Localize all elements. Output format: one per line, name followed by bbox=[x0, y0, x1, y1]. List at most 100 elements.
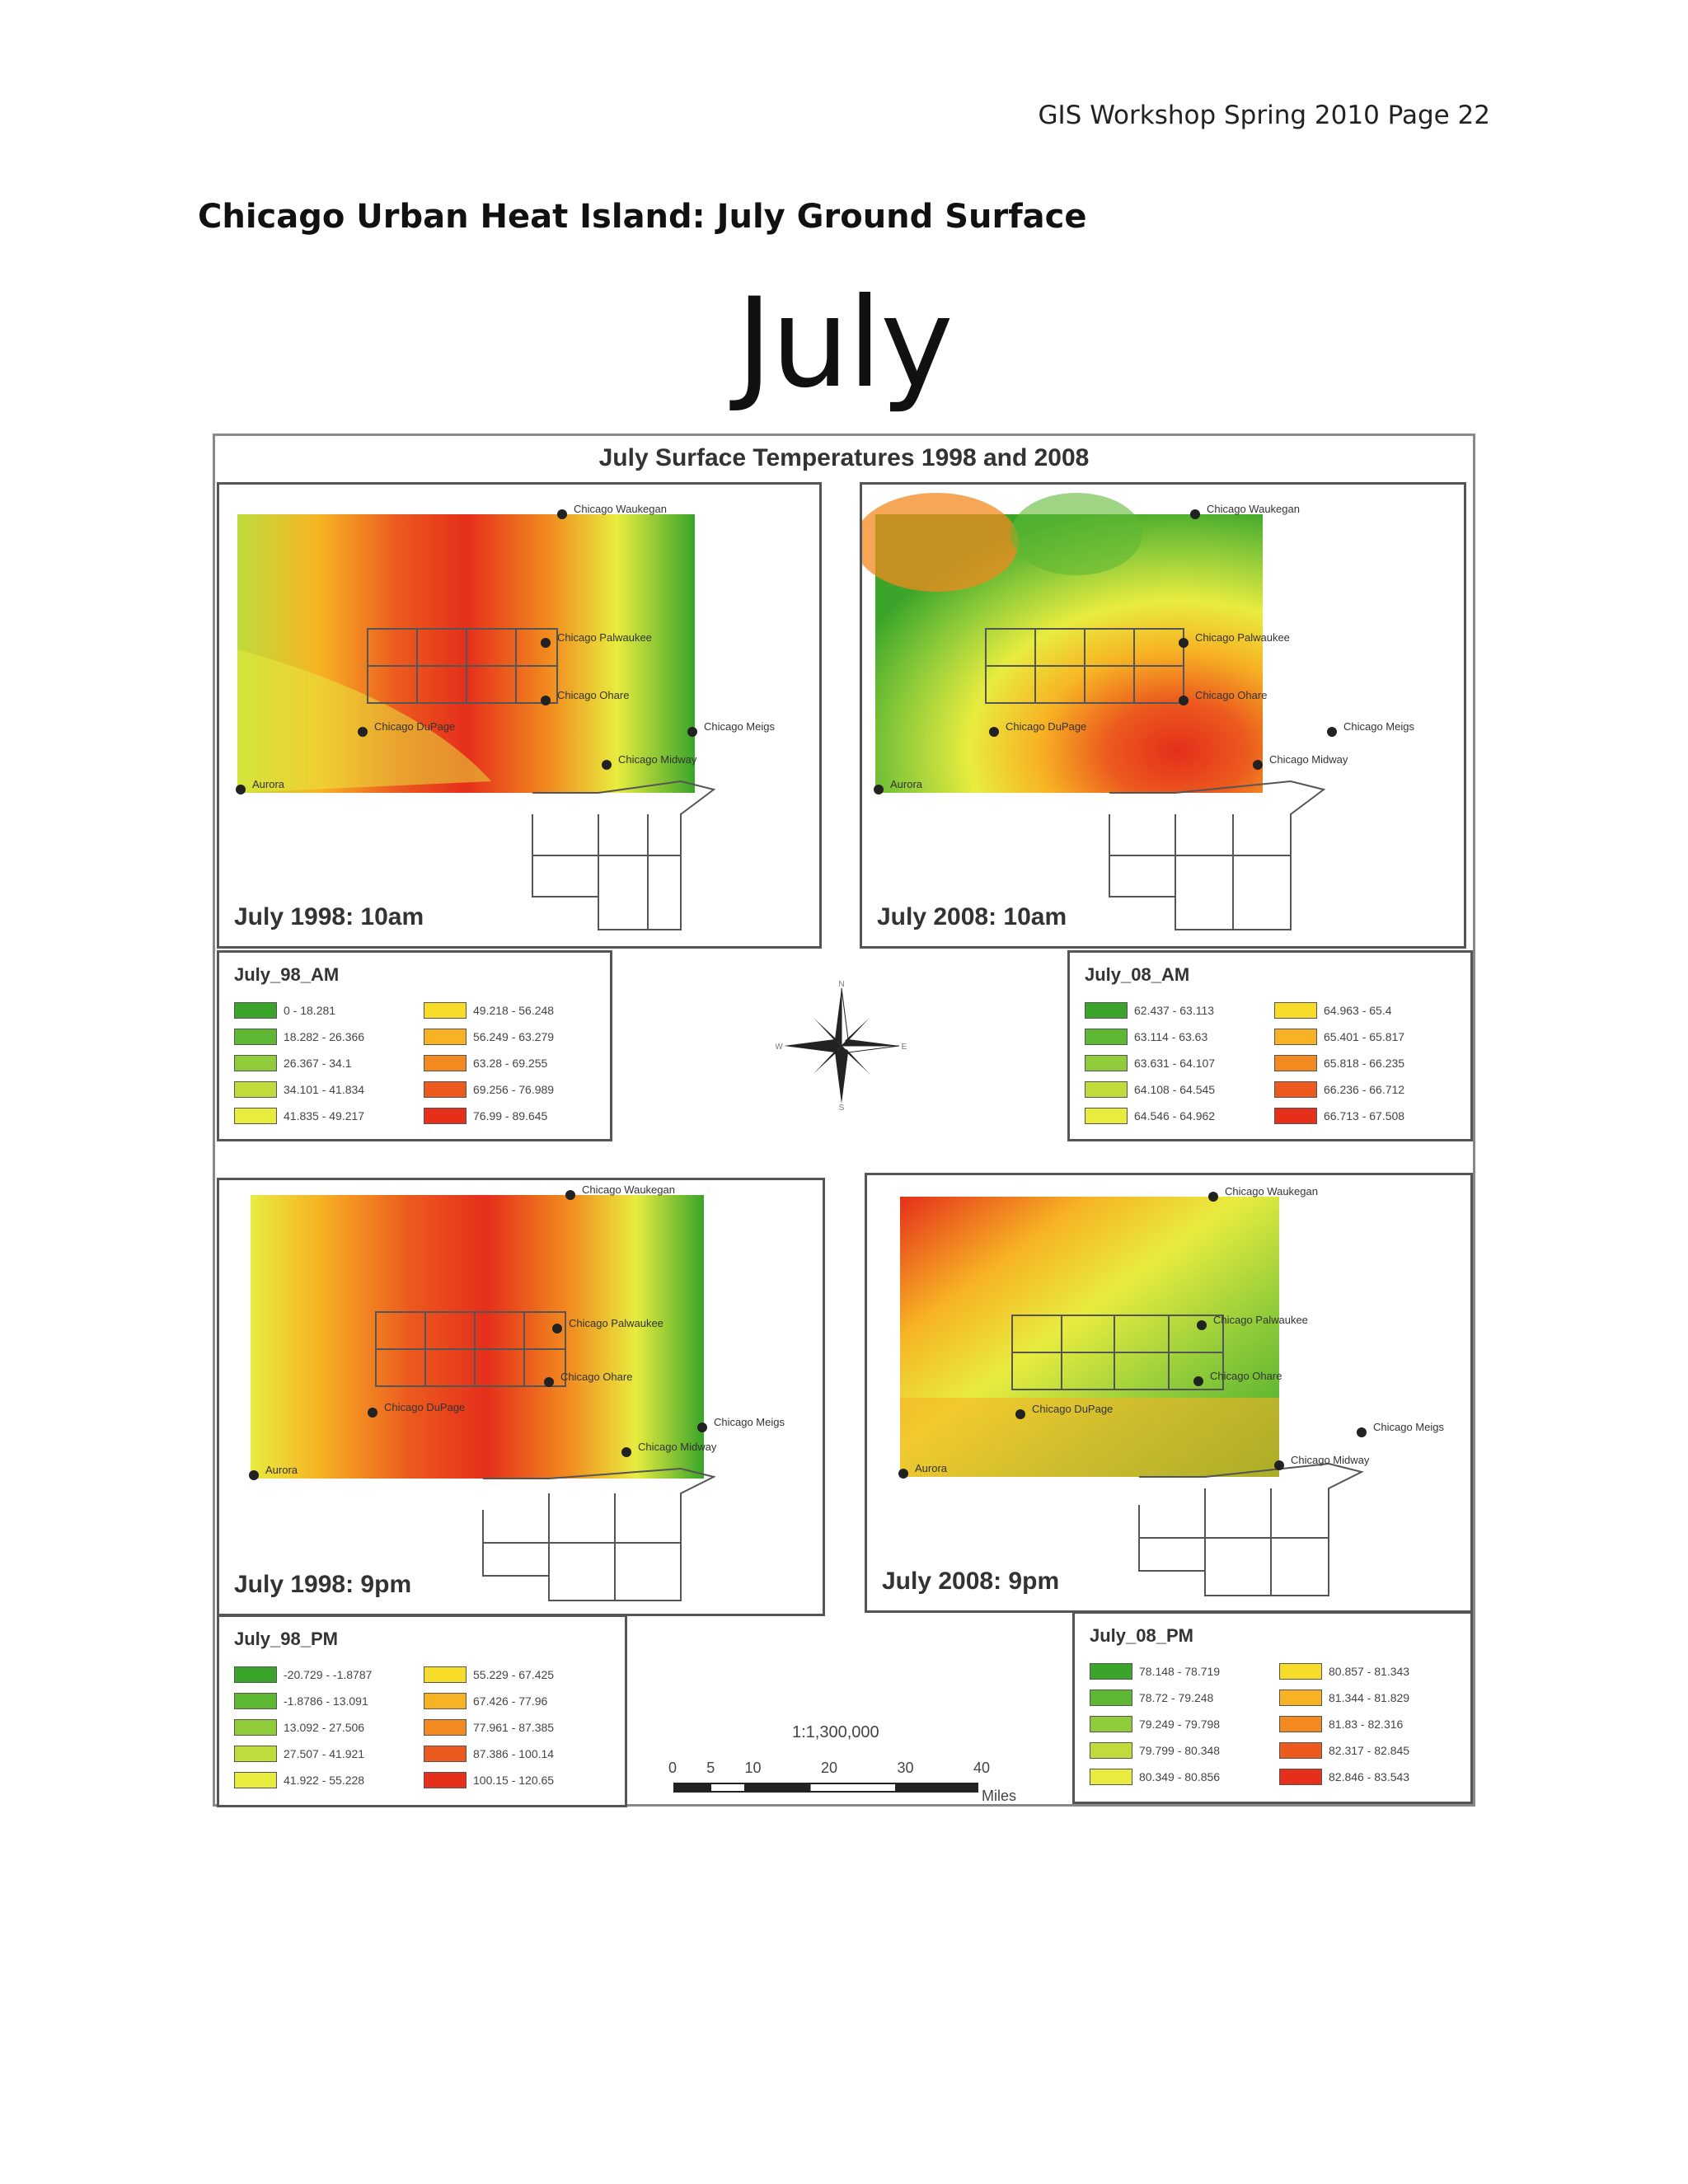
legend-swatch bbox=[1085, 1081, 1128, 1098]
temperature-surface bbox=[251, 1195, 704, 1479]
legend-row: 34.101 - 41.834 bbox=[234, 1080, 364, 1099]
station-label: Chicago Ohare bbox=[1195, 689, 1267, 701]
station-label: Chicago Midway bbox=[638, 1441, 717, 1453]
legend-swatch bbox=[234, 1719, 277, 1736]
legend-08-am: July_08_AM 62.437 - 63.113 63.114 - 63.63… bbox=[1067, 950, 1473, 1141]
station-label: Chicago DuPage bbox=[1032, 1403, 1113, 1415]
legend-swatch bbox=[1274, 1002, 1317, 1019]
legend-class-label: 41.835 - 49.217 bbox=[284, 1109, 365, 1122]
station-label: Chicago Meigs bbox=[1343, 720, 1414, 733]
legend-class-label: 64.963 - 65.4 bbox=[1324, 1004, 1392, 1017]
legend-swatch bbox=[234, 1693, 277, 1709]
legend-class-label: 82.317 - 82.845 bbox=[1329, 1744, 1410, 1757]
legend-swatch bbox=[1279, 1769, 1322, 1785]
legend-class-label: -1.8786 - 13.091 bbox=[284, 1694, 368, 1708]
legend-row: 49.218 - 56.248 bbox=[424, 1001, 554, 1020]
station-markers bbox=[236, 509, 697, 794]
scale-bar bbox=[673, 1783, 978, 1793]
legend-class-label: 81.83 - 82.316 bbox=[1329, 1718, 1404, 1731]
station-label: Aurora bbox=[252, 778, 285, 790]
legend-row: 79.799 - 80.348 bbox=[1090, 1741, 1220, 1760]
legend-row: 87.386 - 100.14 bbox=[424, 1744, 554, 1764]
scale-tick-label: 10 bbox=[744, 1760, 762, 1776]
legend-row: 64.108 - 64.545 bbox=[1085, 1080, 1215, 1099]
page-heading: Chicago Urban Heat Island: July Ground S… bbox=[198, 198, 1087, 236]
station-label: Chicago Palwaukee bbox=[1195, 631, 1290, 644]
scale-unit: Miles bbox=[982, 1788, 1017, 1804]
legend-class-label: 55.229 - 67.425 bbox=[473, 1668, 555, 1681]
station-label: Chicago Palwaukee bbox=[569, 1317, 663, 1329]
legend-row: 69.256 - 76.989 bbox=[424, 1080, 554, 1099]
legend-swatch bbox=[1090, 1716, 1132, 1732]
legend-row: 18.282 - 26.366 bbox=[234, 1027, 364, 1047]
county-grid bbox=[375, 1311, 716, 1601]
scale-tick-label: 20 bbox=[821, 1760, 838, 1776]
legend-class-label: 65.818 - 66.235 bbox=[1324, 1057, 1405, 1070]
legend-class-label: 67.426 - 77.96 bbox=[473, 1694, 548, 1708]
legend-swatch bbox=[1279, 1690, 1322, 1706]
station-label: Aurora bbox=[915, 1462, 948, 1474]
station-label: Aurora bbox=[265, 1464, 298, 1476]
legend-row: 100.15 - 120.65 bbox=[424, 1770, 554, 1790]
legend-row: 65.401 - 65.817 bbox=[1274, 1027, 1404, 1047]
figure-title: July Surface Temperatures 1998 and 2008 bbox=[598, 444, 1090, 471]
legend-swatch bbox=[1085, 1055, 1128, 1071]
legend-row: 77.961 - 87.385 bbox=[424, 1718, 554, 1737]
running-head: GIS Workshop Spring 2010 Page 22 bbox=[1038, 101, 1490, 130]
legend-class-label: 77.961 - 87.385 bbox=[473, 1721, 555, 1734]
legend-swatch bbox=[234, 1746, 277, 1762]
legend-class-label: 18.282 - 26.366 bbox=[284, 1030, 365, 1043]
station-label: Chicago Ohare bbox=[557, 689, 629, 701]
legend-row: 67.426 - 77.96 bbox=[424, 1691, 547, 1711]
legend-swatch bbox=[1090, 1663, 1132, 1680]
legend-swatch bbox=[424, 1002, 467, 1019]
legend-swatch bbox=[234, 1002, 277, 1019]
station-label: Chicago Midway bbox=[618, 753, 697, 766]
legend-title: July_98_AM bbox=[234, 964, 340, 985]
legend-swatch bbox=[1085, 1029, 1128, 1045]
legend-row: 63.631 - 64.107 bbox=[1085, 1053, 1215, 1073]
legend-swatch bbox=[424, 1055, 467, 1071]
station-label: Chicago Meigs bbox=[704, 720, 775, 733]
legend-row: 82.317 - 82.845 bbox=[1279, 1741, 1409, 1760]
station-markers bbox=[249, 1190, 707, 1480]
legend-row: 80.857 - 81.343 bbox=[1279, 1661, 1409, 1681]
legend-98-am: July_98_AM 0 - 18.281 18.282 - 26.366 26.3… bbox=[217, 950, 612, 1141]
legend-class-label: 41.922 - 55.228 bbox=[284, 1774, 365, 1787]
big-title: July bbox=[736, 272, 954, 415]
legend-class-label: 13.092 - 27.506 bbox=[284, 1721, 365, 1734]
legend-row: 80.349 - 80.856 bbox=[1090, 1767, 1220, 1787]
scale-tick-label: 30 bbox=[897, 1760, 914, 1776]
compass-n: N bbox=[838, 980, 844, 989]
map-1998-pm-svg: Chicago Waukegan Chicago Palwaukee Chicago… bbox=[249, 1183, 785, 1601]
map-1998-am: Chicago Waukegan Chicago Palwaukee Chicago… bbox=[217, 482, 822, 949]
legend-class-label: 79.799 - 80.348 bbox=[1139, 1744, 1221, 1757]
map-2008-pm: Chicago Waukegan Chicago Palwaukee Chicago… bbox=[865, 1173, 1473, 1613]
legend-row: -1.8786 - 13.091 bbox=[234, 1691, 368, 1711]
station-label: Chicago Midway bbox=[1269, 753, 1348, 766]
legend-class-label: 87.386 - 100.14 bbox=[473, 1747, 555, 1760]
legend-row: 62.437 - 63.113 bbox=[1085, 1001, 1214, 1020]
scale-tick-label: 0 bbox=[668, 1760, 678, 1776]
legend-swatch bbox=[234, 1055, 277, 1071]
county-grid bbox=[985, 628, 1326, 930]
legend-swatch bbox=[1090, 1769, 1132, 1785]
legend-swatch bbox=[234, 1029, 277, 1045]
legend-class-label: 69.256 - 76.989 bbox=[473, 1083, 555, 1096]
legend-class-label: 81.344 - 81.829 bbox=[1329, 1691, 1410, 1704]
legend-swatch bbox=[1279, 1716, 1322, 1732]
legend-class-label: 64.546 - 64.962 bbox=[1134, 1109, 1216, 1122]
legend-swatch bbox=[1090, 1742, 1132, 1759]
station-label: Chicago Midway bbox=[1291, 1454, 1370, 1466]
legend-row: 82.846 - 83.543 bbox=[1279, 1767, 1409, 1787]
station-label: Chicago Meigs bbox=[714, 1416, 785, 1428]
legend-row: 0 - 18.281 bbox=[234, 1001, 335, 1020]
legend-title: July_98_PM bbox=[234, 1629, 338, 1649]
legend-class-label: -20.729 - -1.8787 bbox=[284, 1668, 373, 1681]
legend-row: 63.114 - 63.63 bbox=[1085, 1027, 1207, 1047]
legend-class-label: 0 - 18.281 bbox=[284, 1004, 336, 1017]
legend-class-label: 62.437 - 63.113 bbox=[1134, 1004, 1215, 1017]
map-1998-am-label: July 1998: 10am bbox=[234, 903, 424, 930]
legend-row: 26.367 - 34.1 bbox=[234, 1053, 352, 1073]
legend-class-label: 79.249 - 79.798 bbox=[1139, 1718, 1221, 1731]
